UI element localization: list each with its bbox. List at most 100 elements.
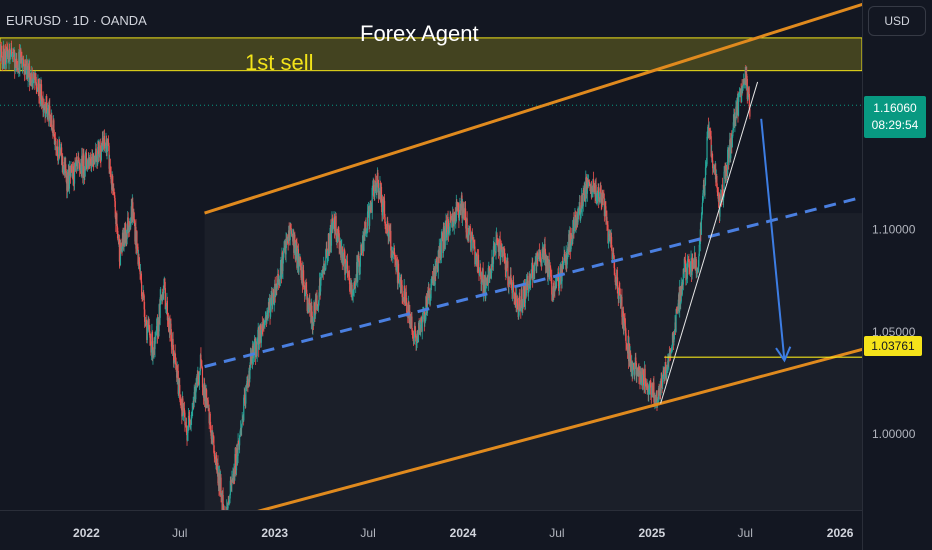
candle-body [671,333,674,346]
candle-body [577,212,579,223]
candle-body [749,108,751,117]
candle-body [199,371,201,373]
candle-body [283,247,285,253]
candle-body [32,81,34,84]
forecast-arrow-shaft[interactable] [760,118,786,361]
candle-body [26,60,28,67]
candle-body [448,232,450,235]
candle-body [719,196,722,204]
price-axis[interactable]: 1.00000 1.05000 1.10000 [862,0,932,550]
candle-body [95,148,97,162]
candle-body [598,186,600,202]
forecast-arrow[interactable] [760,118,792,363]
currency-button[interactable]: USD [868,6,926,36]
candle-body [493,243,496,252]
time-axis[interactable]: Jul2022Jul2023Jul2024Jul2025Jul2026 [0,510,932,550]
channel-lower-line[interactable] [224,330,929,522]
candle-body [446,234,448,238]
candle-body [417,335,419,337]
candle-body [341,247,343,265]
candle-body [215,454,218,464]
channel-midline[interactable] [204,178,929,369]
candle-body [220,477,222,497]
candle-body [588,181,591,184]
candle-body [73,162,76,184]
candle-body [191,410,193,412]
candle-body [651,383,653,398]
candle-body [214,456,216,459]
candle-body [233,471,235,484]
candle-body [588,179,590,182]
candle-body [247,378,249,386]
candle-body [522,285,524,307]
candle-body [338,227,340,234]
candle-body [273,302,275,305]
candle-body [212,435,214,437]
candle-body [78,158,80,161]
candle-body [591,188,593,198]
candle-body [573,219,575,232]
candle-body [488,266,490,278]
candle-body [261,324,263,329]
candle-body [657,388,660,399]
candle-body [711,152,713,161]
candle-body [455,221,457,223]
candle-body [320,280,322,292]
candle-body [133,219,135,225]
sell-zone[interactable] [0,37,863,72]
candle-body [414,325,416,331]
candle-body [667,360,669,369]
candle-body [179,399,181,403]
candle-body [177,368,179,371]
candle-body [102,137,104,145]
symbol-label[interactable]: EURUSD · 1D · OANDA [6,13,147,28]
candle-body [110,172,112,175]
candle-body [365,222,367,234]
channel-upper-line[interactable] [204,0,928,215]
candle-body [519,296,521,311]
candle-body [334,230,336,232]
candle-body [453,212,455,227]
candle-body [358,260,360,273]
candle-body [398,279,401,282]
candle-body [434,284,436,286]
candle-body [3,65,5,67]
candle-body [301,267,303,284]
candle-body [428,288,430,297]
candle-body [145,320,147,325]
candle-body [397,263,400,281]
candle-body [715,168,717,183]
candle-body [697,266,699,273]
candle-body [240,427,242,432]
candle-body [306,289,308,295]
candle-body [394,259,397,262]
candle-body [174,352,176,360]
candle-body [436,261,438,262]
candle-body [253,339,256,355]
candle-body [202,387,204,393]
candle-body [510,282,513,288]
candle-body [16,58,18,69]
candle-body [637,374,639,376]
x-tick-label: 2023 [261,526,288,540]
candle-body [282,252,285,260]
candle-body [302,270,305,283]
candle-body [20,49,22,64]
candle-body [39,100,42,104]
candle-body [353,283,355,290]
candle-body [269,304,272,317]
candle-body [170,334,173,347]
trend-line[interactable] [660,81,759,404]
candle-body [165,307,167,310]
candle-body [580,214,582,220]
candle-body [177,370,179,394]
candle-body [472,239,474,249]
candle-body [661,379,663,386]
candle-body [616,269,618,286]
candle-body [672,333,674,336]
forecast-arrow-head[interactable] [775,346,792,363]
candle-body [172,350,175,364]
candle-body [732,130,734,136]
candle-body [636,371,638,376]
